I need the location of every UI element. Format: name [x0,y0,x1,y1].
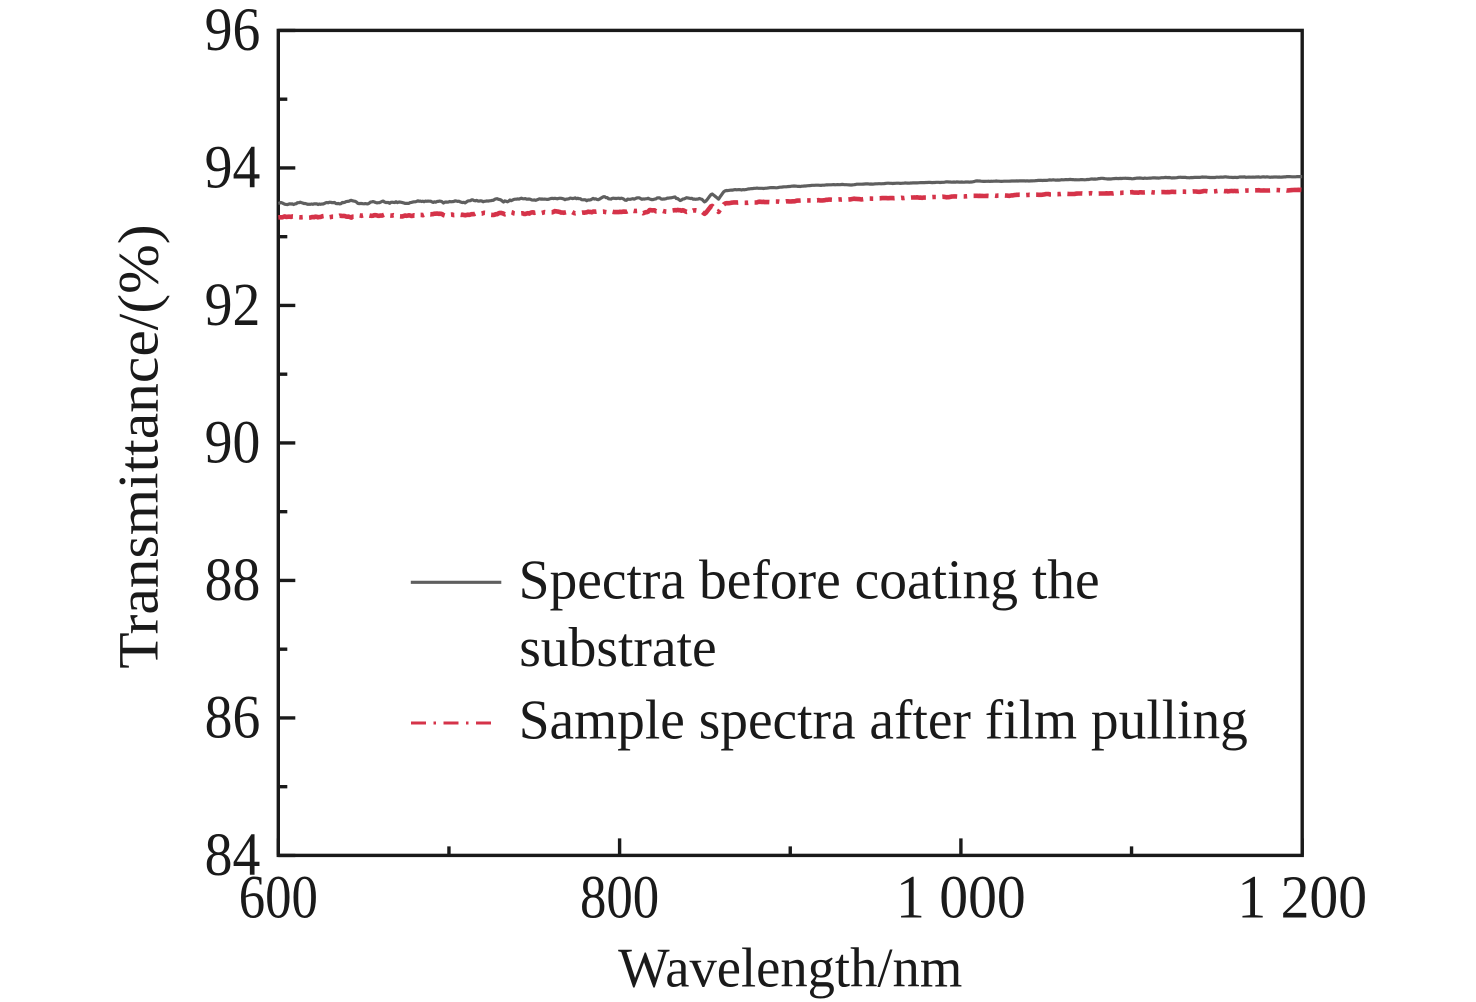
svg-text:substrate: substrate [519,617,717,679]
svg-text:88: 88 [205,547,261,614]
svg-text:600: 600 [239,865,318,932]
svg-text:1 000: 1 000 [896,865,1026,932]
svg-text:Wavelength/nm: Wavelength/nm [618,937,962,999]
svg-text:1 200: 1 200 [1237,865,1367,932]
svg-text:96: 96 [205,0,261,64]
svg-text:84: 84 [205,822,261,889]
svg-text:86: 86 [205,684,261,751]
svg-text:92: 92 [205,272,261,339]
svg-text:94: 94 [205,134,261,201]
svg-text:800: 800 [580,865,659,932]
svg-text:Spectra before coating the: Spectra before coating the [519,550,1100,612]
svg-text:Sample spectra after film pull: Sample spectra after film pulling [519,690,1248,752]
svg-text:Transmittance/(%): Transmittance/(%) [107,224,170,668]
svg-text:90: 90 [205,409,261,476]
